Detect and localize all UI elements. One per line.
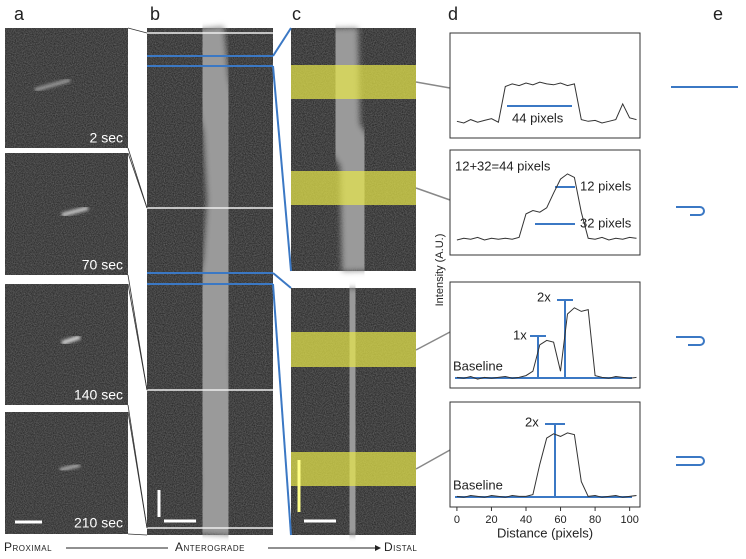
panel-label: b <box>150 4 160 24</box>
panel-label: e <box>713 4 723 24</box>
time-label: 140 sec <box>74 387 123 403</box>
x-tick-label: 40 <box>520 514 532 526</box>
panel-label: c <box>292 4 301 24</box>
panel-label: d <box>448 4 458 24</box>
x-axis-label: Distance (pixels) <box>497 525 593 540</box>
caption-proximal: Proximal <box>4 540 52 554</box>
y-axis-label: Intensity (A.U.) <box>434 234 446 307</box>
caption-anterograde: Anterograde <box>175 540 245 554</box>
x-tick-label: 60 <box>554 514 566 526</box>
annotation: 2x <box>537 289 551 304</box>
panel-a <box>5 28 128 534</box>
panel-e <box>671 86 738 466</box>
connectors <box>127 27 148 536</box>
intensity-line <box>456 81 637 124</box>
panel-c <box>291 27 416 536</box>
annotation: 2x <box>525 414 539 429</box>
intensity-line <box>456 173 637 241</box>
time-label: 2 sec <box>90 130 123 146</box>
panel-b <box>147 26 273 537</box>
annotation: Baseline <box>453 358 503 373</box>
annotations: 44 pixels 12+32=44 pixels 12 pixels 32 p… <box>434 110 632 540</box>
x-tick-label: 80 <box>589 514 601 526</box>
x-tick-label: 0 <box>454 514 460 526</box>
annotation: Baseline <box>453 477 503 492</box>
panel-d-frames <box>449 32 641 508</box>
connectors-blue <box>272 27 292 536</box>
annotation: 44 pixels <box>512 110 564 125</box>
annotation: 32 pixels <box>580 215 632 230</box>
connectors-d <box>415 81 451 470</box>
panel-label: a <box>14 4 25 24</box>
annotation: 12 pixels <box>580 178 632 193</box>
annotation: 1x <box>513 327 527 342</box>
x-tick-label: 100 <box>620 514 638 526</box>
time-label: 210 sec <box>74 515 123 531</box>
caption-distal: Distal <box>384 540 417 554</box>
time-label: 70 sec <box>82 257 123 273</box>
x-tick-label: 20 <box>485 514 497 526</box>
intensity-line <box>456 307 637 380</box>
annotation: 12+32=44 pixels <box>455 158 551 173</box>
intensity-line <box>456 432 637 498</box>
caption: Proximal Anterograde Distal <box>4 540 417 554</box>
